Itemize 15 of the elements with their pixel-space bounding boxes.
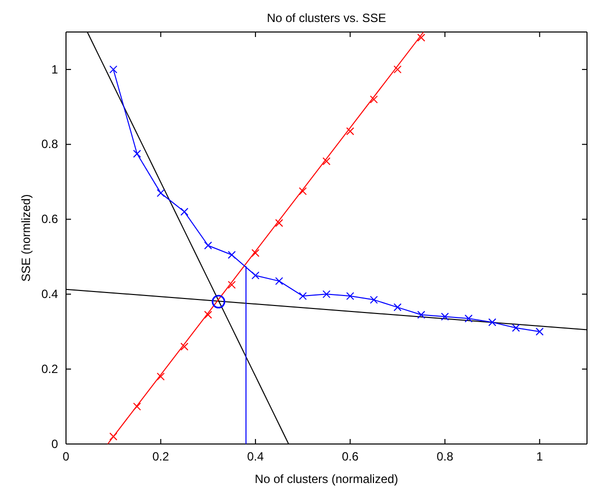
x-tick-label: 0.8 [436,450,454,464]
x-tick-label: 0.6 [342,450,359,464]
x-tick-label: 0 [62,450,70,464]
y-axis-title: SSE (normlized) [19,194,33,282]
y-tick-label: 0.6 [41,212,58,226]
y-tick-label: 0 [51,436,58,451]
x-tick-label: 1 [536,450,544,464]
y-tick-label: 0.8 [41,137,58,152]
x-axis-title: No of clusters (normalized) [254,472,398,486]
x-tick-label: 0.2 [152,450,170,464]
y-tick-label: 0.2 [41,362,58,376]
x-tick-label: 0.4 [247,450,264,464]
y-tick-label: 0.4 [41,287,58,302]
chart-title: No of clusters vs. SSE [266,11,386,25]
y-tick-label: 1 [51,62,58,76]
